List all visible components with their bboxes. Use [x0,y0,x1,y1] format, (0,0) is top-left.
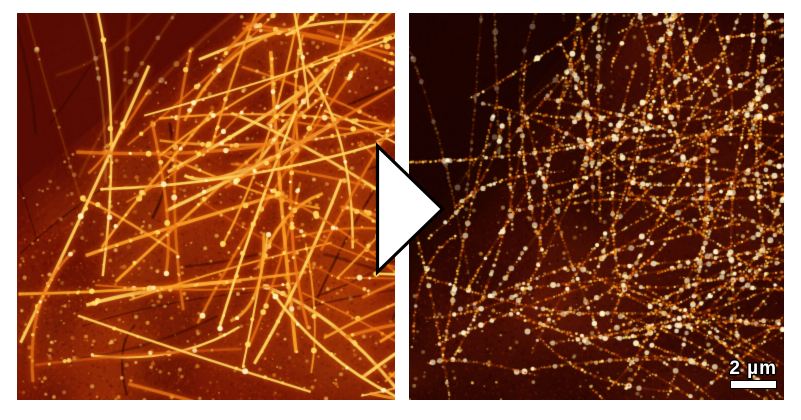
micrograph-left-image [17,13,395,400]
transition-arrow-icon [375,142,445,276]
micrograph-right-image [409,13,784,400]
micrograph-left [17,13,395,400]
scale-bar-label: 2 µm [729,358,777,379]
micrograph-right: 2 µm [409,13,784,400]
scale-bar-line [729,380,777,389]
scale-bar: 2 µm [729,359,777,389]
transition-arrow-shape [375,142,445,276]
